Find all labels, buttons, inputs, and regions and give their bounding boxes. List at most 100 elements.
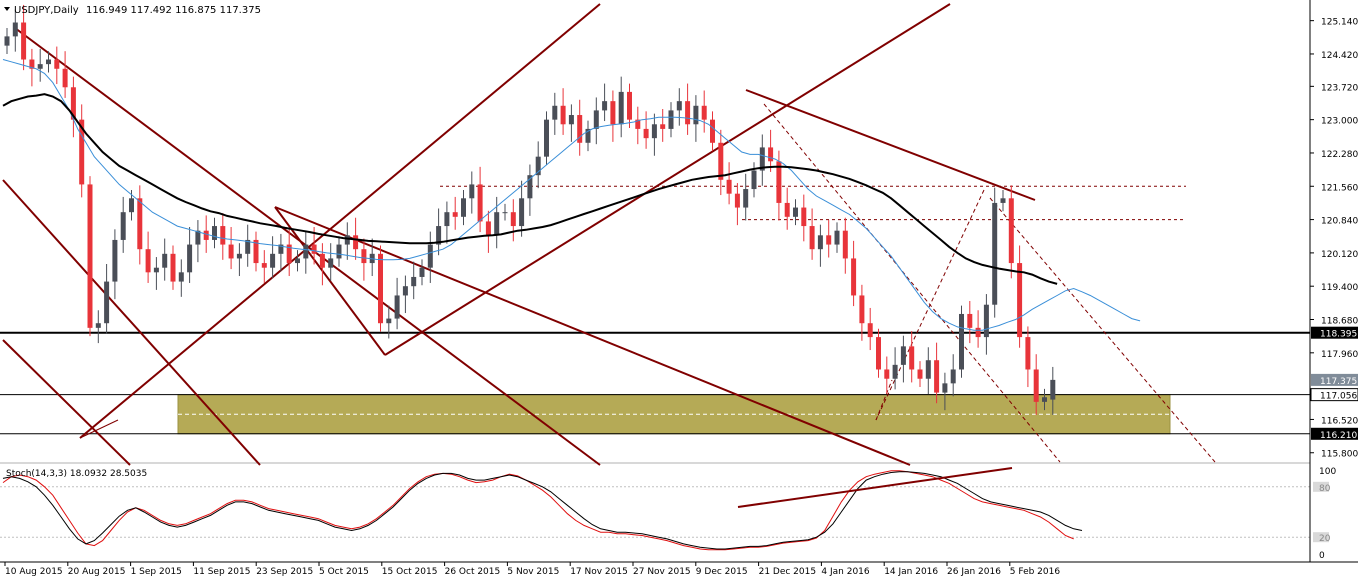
- price-label-text: 116.210: [1320, 431, 1357, 441]
- candle-body: [477, 184, 483, 222]
- candle-body: [303, 244, 309, 259]
- candle-body: [809, 226, 815, 250]
- candle-body: [137, 198, 143, 250]
- candle-body: [253, 239, 259, 264]
- x-tick-label: 17 Nov 2015: [570, 567, 628, 577]
- candle-body: [295, 258, 300, 264]
- candle-body: [120, 212, 126, 240]
- candle-body: [851, 258, 857, 296]
- price-label-box: [1311, 326, 1358, 339]
- candle-body: [892, 364, 898, 379]
- candle-body: [635, 119, 641, 129]
- candle-body: [544, 119, 549, 157]
- candle-body: [4, 36, 10, 46]
- candle-body: [129, 198, 134, 213]
- symbol-label: USDJPY,Daily: [14, 5, 79, 16]
- candle-body: [95, 323, 101, 328]
- candle-body: [494, 212, 500, 236]
- candle-body: [452, 212, 458, 217]
- candle-body: [784, 202, 790, 217]
- stoch-level-box: [1313, 481, 1329, 492]
- x-tick-label: 4 Jan 2016: [821, 567, 869, 577]
- candle-body: [353, 235, 359, 250]
- candle-body: [743, 189, 749, 208]
- candle-body: [801, 207, 807, 227]
- candle-body: [485, 221, 491, 236]
- trendline: [2, 179, 261, 466]
- x-tick-label: 21 Dec 2015: [759, 567, 817, 577]
- triangle-down-icon[interactable]: [4, 7, 10, 11]
- price-label-box: [1311, 373, 1358, 386]
- x-tick-label: 10 Aug 2015: [5, 567, 63, 577]
- sma-fast-line: [2, 59, 1141, 331]
- y-tick-label: 122.280: [1321, 150, 1358, 160]
- stoch-divergence-line: [737, 467, 1013, 508]
- price-label-text: 118.395: [1320, 330, 1357, 340]
- candle-body: [1008, 198, 1014, 264]
- candle-body: [577, 115, 583, 143]
- candle-body: [261, 263, 267, 268]
- dashed-trendline: [875, 189, 985, 421]
- y-tick-label: 124.420: [1321, 51, 1358, 61]
- candle-body: [950, 369, 956, 384]
- candle-body: [676, 101, 682, 111]
- x-tick-label: 20 Aug 2015: [68, 567, 126, 577]
- candle-body: [195, 230, 201, 245]
- candle-body: [1017, 263, 1023, 338]
- candle-body: [228, 244, 234, 259]
- candle-body: [602, 101, 608, 111]
- candle-body: [112, 239, 118, 282]
- candle-body: [560, 105, 566, 125]
- candle-body: [145, 249, 151, 273]
- candle-body: [900, 346, 906, 365]
- candle-body: [510, 212, 516, 227]
- candle-body: [311, 244, 317, 254]
- candle-body: [328, 258, 334, 268]
- candle-body: [236, 253, 242, 259]
- candle-body: [502, 212, 508, 214]
- trendline: [2, 339, 131, 466]
- candle-body: [959, 313, 964, 370]
- y-tick-label: 123.720: [1321, 83, 1358, 93]
- candle-body: [718, 142, 724, 180]
- candle-body: [925, 360, 931, 379]
- candle-body: [967, 313, 973, 328]
- candle-body: [668, 110, 674, 129]
- candle-body: [768, 147, 774, 162]
- stoch-tick-label: 20: [1319, 534, 1331, 544]
- candle-body: [876, 337, 881, 370]
- candle-body: [834, 230, 840, 245]
- candle-body: [859, 295, 865, 324]
- x-tick-label: 1 Sep 2015: [131, 567, 182, 577]
- candle-body: [461, 198, 466, 217]
- candle-body: [734, 193, 740, 208]
- candle-body: [693, 105, 699, 125]
- candle-body: [402, 286, 408, 296]
- candle-body: [444, 212, 450, 227]
- y-tick-label: 118.680: [1321, 317, 1358, 327]
- candle-body: [319, 253, 325, 268]
- candle-body: [527, 175, 533, 199]
- candle-body: [162, 253, 168, 268]
- stoch-header-label: Stoch(14,3,3) 18.0932 28.5035: [6, 469, 147, 479]
- x-tick-label: 23 Sep 2015: [256, 567, 313, 577]
- candle-body: [54, 59, 60, 69]
- candle-body: [618, 91, 624, 125]
- candle-body: [1042, 397, 1047, 402]
- candle-body: [710, 119, 715, 143]
- x-tick-label: 5 Nov 2015: [507, 567, 559, 577]
- candle-body: [336, 244, 342, 259]
- x-tick-label: 14 Jan 2016: [884, 567, 938, 577]
- candle-body: [1050, 379, 1056, 400]
- y-tick-label: 120.120: [1321, 250, 1358, 260]
- trendline: [745, 89, 1036, 201]
- trendline: [79, 419, 119, 439]
- candle-body: [1025, 337, 1031, 370]
- candle-body: [909, 346, 915, 370]
- candle-body: [627, 91, 632, 120]
- x-tick-label: 5 Feb 2016: [1010, 567, 1061, 577]
- candle-body: [685, 101, 691, 125]
- stoch-main-line: [2, 471, 1083, 550]
